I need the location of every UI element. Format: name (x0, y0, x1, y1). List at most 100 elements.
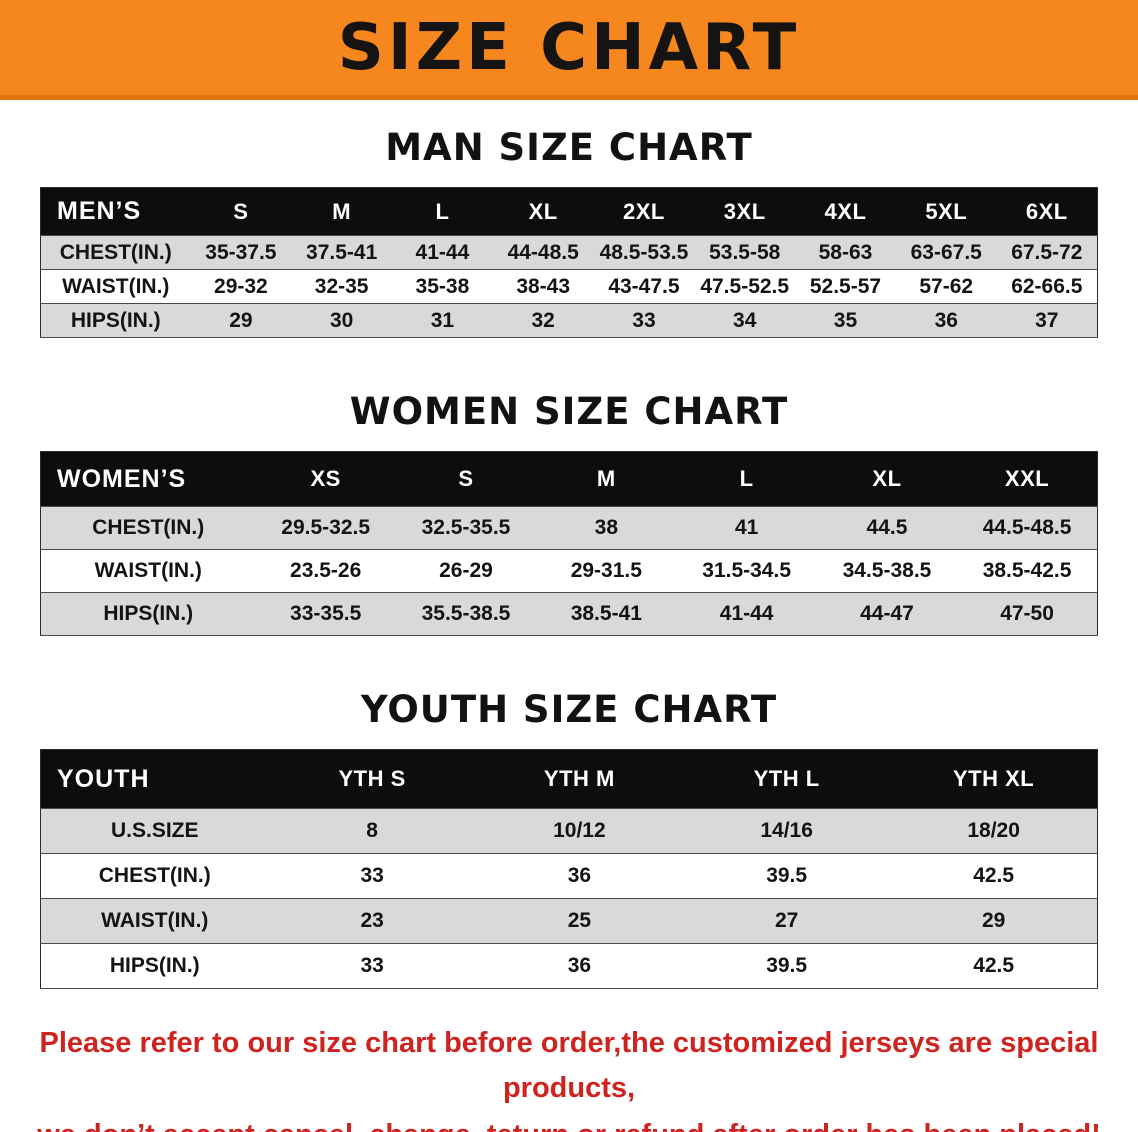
size-value-cell: 43-47.5 (593, 269, 695, 304)
size-value-cell: 38.5-42.5 (957, 549, 1098, 593)
size-value-cell: 32.5-35.5 (395, 506, 537, 550)
row-label: WAIST(IN.) (40, 549, 256, 593)
table-row: WAIST(IN.) 29-32 32-35 35-38 38-43 43-47.5 47.… (40, 269, 1098, 304)
size-value-cell: 52.5-57 (795, 269, 896, 304)
size-header-cell: 6XL (996, 187, 1098, 236)
size-header-cell: YTH S (268, 749, 476, 809)
size-value-cell: 18/20 (890, 808, 1098, 854)
table-row: HIPS(IN.) 29 30 31 32 33 34 35 36 37 (40, 303, 1098, 338)
row-label: WAIST(IN.) (40, 269, 191, 304)
size-value-cell: 67.5-72 (996, 235, 1098, 270)
table-header-row: MEN’S S M L XL 2XL 3XL 4XL 5XL 6XL (40, 187, 1098, 236)
size-value-cell: 41 (676, 506, 817, 550)
size-header-cell: XL (492, 187, 594, 236)
size-value-cell: 37 (996, 303, 1098, 338)
size-header-cell: 3XL (694, 187, 796, 236)
notice-line-1: Please refer to our size chart before or… (39, 1027, 1099, 1104)
row-label: CHEST(IN.) (40, 235, 191, 270)
size-value-cell: 36 (475, 943, 683, 989)
row-label: CHEST(IN.) (40, 506, 256, 550)
order-notice: Please refer to our size chart before or… (0, 1021, 1138, 1132)
size-header-cell: M (291, 187, 393, 236)
row-label: WAIST(IN.) (40, 898, 269, 944)
size-value-cell: 32 (492, 303, 594, 338)
banner-title: SIZE CHART (337, 10, 801, 85)
size-value-cell: 39.5 (683, 853, 891, 899)
size-value-cell: 37.5-41 (291, 235, 393, 270)
size-header-cell: YTH XL (890, 749, 1098, 809)
size-value-cell: 33 (268, 853, 476, 899)
size-header-cell: S (190, 187, 292, 236)
size-value-cell: 63-67.5 (895, 235, 997, 270)
size-value-cell: 42.5 (890, 853, 1098, 899)
size-chart-page: MAN SIZE CHART MEN’S S M L XL 2XL 3XL 4XL 5XL 6XL… (0, 126, 1138, 1132)
table-title-cell: MEN’S (40, 187, 191, 236)
size-value-cell: 58-63 (795, 235, 896, 270)
size-header-cell: L (392, 187, 493, 236)
women-chart-heading: WOMEN SIZE CHART (349, 390, 789, 433)
size-value-cell: 53.5-58 (694, 235, 796, 270)
row-label: HIPS(IN.) (40, 303, 191, 338)
size-value-cell: 23.5-26 (255, 549, 396, 593)
table-title-cell: WOMEN’S (40, 451, 256, 507)
size-value-cell: 33-35.5 (255, 592, 396, 636)
size-value-cell: 32-35 (291, 269, 393, 304)
size-value-cell: 38.5-41 (536, 592, 677, 636)
size-value-cell: 29.5-32.5 (255, 506, 396, 550)
size-header-cell: 2XL (593, 187, 695, 236)
men-size-table: MEN’S S M L XL 2XL 3XL 4XL 5XL 6XL CHEST(IN.) 35-37… (40, 187, 1098, 338)
notice-line-2: we don’t accept cancel, change, teturn o… (0, 1113, 1138, 1132)
size-value-cell: 35-38 (392, 269, 493, 304)
size-value-cell: 44-47 (816, 592, 958, 636)
size-value-cell: 25 (475, 898, 683, 944)
row-label: CHEST(IN.) (40, 853, 269, 899)
table-row: U.S.SIZE 8 10/12 14/16 18/20 (40, 808, 1098, 854)
size-value-cell: 35.5-38.5 (395, 592, 537, 636)
size-value-cell: 41-44 (392, 235, 493, 270)
table-row: HIPS(IN.) 33-35.5 35.5-38.5 38.5-41 41-44 44-… (40, 592, 1098, 636)
size-value-cell: 35-37.5 (190, 235, 292, 270)
size-value-cell: 8 (268, 808, 476, 854)
table-title-cell: YOUTH (40, 749, 269, 809)
size-value-cell: 44.5 (816, 506, 958, 550)
table-row: CHEST(IN.) 35-37.5 37.5-41 41-44 44-48.5 48.5… (40, 235, 1098, 270)
size-header-cell: XS (255, 451, 396, 507)
table-row: WAIST(IN.) 23 25 27 29 (40, 898, 1098, 944)
size-value-cell: 27 (683, 898, 891, 944)
size-value-cell: 38-43 (492, 269, 594, 304)
size-value-cell: 47-50 (957, 592, 1098, 636)
table-row: WAIST(IN.) 23.5-26 26-29 29-31.5 31.5-34.5 34… (40, 549, 1098, 593)
size-header-cell: L (676, 451, 817, 507)
youth-size-section: YOUTH SIZE CHART YOUTH YTH S YTH M YTH L YTH… (0, 688, 1138, 989)
size-value-cell: 29 (890, 898, 1098, 944)
size-value-cell: 44-48.5 (492, 235, 594, 270)
men-size-section: MAN SIZE CHART MEN’S S M L XL 2XL 3XL 4XL 5XL 6XL… (0, 126, 1138, 338)
table-row: HIPS(IN.) 33 36 39.5 42.5 (40, 943, 1098, 989)
size-value-cell: 14/16 (683, 808, 891, 854)
size-header-cell: XL (816, 451, 958, 507)
size-header-cell: YTH M (475, 749, 683, 809)
table-header-row: WOMEN’S XS S M L XL XXL (40, 451, 1098, 507)
size-value-cell: 31.5-34.5 (676, 549, 817, 593)
size-value-cell: 57-62 (895, 269, 997, 304)
size-value-cell: 39.5 (683, 943, 891, 989)
size-value-cell: 36 (475, 853, 683, 899)
size-value-cell: 29 (190, 303, 292, 338)
size-value-cell: 29-31.5 (536, 549, 677, 593)
youth-chart-heading: YOUTH SIZE CHART (360, 688, 778, 731)
row-label: U.S.SIZE (40, 808, 269, 854)
size-value-cell: 23 (268, 898, 476, 944)
size-value-cell: 33 (593, 303, 695, 338)
size-value-cell: 33 (268, 943, 476, 989)
size-value-cell: 10/12 (475, 808, 683, 854)
size-value-cell: 31 (392, 303, 493, 338)
size-value-cell: 29-32 (190, 269, 292, 304)
table-header-row: YOUTH YTH S YTH M YTH L YTH XL (40, 749, 1098, 809)
size-header-cell: 4XL (795, 187, 896, 236)
size-value-cell: 36 (895, 303, 997, 338)
size-header-cell: M (536, 451, 677, 507)
table-row: CHEST(IN.) 29.5-32.5 32.5-35.5 38 41 44.5 44.5… (40, 506, 1098, 550)
size-value-cell: 34.5-38.5 (816, 549, 958, 593)
size-value-cell: 44.5-48.5 (957, 506, 1098, 550)
banner: SIZE CHART (0, 0, 1138, 100)
